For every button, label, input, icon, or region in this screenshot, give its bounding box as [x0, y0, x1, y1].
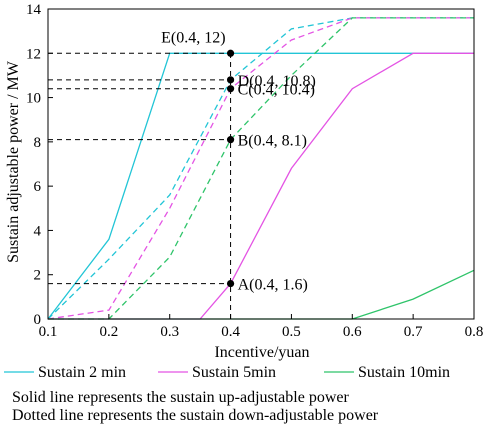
x-tick-label: 0.5	[282, 324, 301, 340]
x-tick-label: 0.3	[160, 324, 179, 340]
legend: Sustain 2 min Sustain 5min Sustain 10min	[4, 364, 450, 381]
plot-area: E(0.4, 12) D(0.4, 10.8)C(0.4, 10.4) B(0.4,…	[47, 17, 475, 320]
x-tick-label: 0.7	[404, 324, 423, 340]
marker-point-1	[226, 76, 235, 84]
x-tick-label: 0.4	[221, 324, 240, 340]
x-axis-title: Incentive/yuan	[214, 344, 309, 361]
axes: Incentive/yuan Sustain adjustable power …	[5, 2, 483, 361]
series-line-1-dashed	[47, 17, 474, 320]
marker-point-3	[226, 136, 235, 144]
series-line-0-solid	[47, 52, 474, 320]
marker-label-1: D(0.4, 10.8)	[238, 73, 316, 90]
y-tick-label: 4	[34, 223, 42, 239]
marker-point-2	[226, 85, 235, 93]
y-tick-label: 6	[34, 179, 42, 195]
y-tick-label: 14	[26, 2, 42, 18]
x-tick-label: 0.2	[99, 324, 118, 340]
y-tick-label: 2	[34, 268, 42, 284]
legend-label-2: Sustain 10min	[358, 364, 450, 381]
note-dotted-line: Dotted line represents the sustain down-…	[12, 407, 379, 424]
marker-label-3: B(0.4, 8.1)	[238, 133, 307, 150]
marker-point-4	[226, 279, 235, 288]
y-tick-label: 0	[34, 312, 42, 328]
x-tick-label: 0.8	[465, 324, 484, 340]
series-line-3-dashed	[47, 17, 474, 320]
legend-label-1: Sustain 5min	[192, 364, 276, 381]
note-solid-line: Solid line represents the sustain up-adj…	[12, 389, 349, 406]
marker-label-4: A(0.4, 1.6)	[238, 277, 308, 294]
x-tick-label: 0.6	[343, 324, 362, 340]
plot-frame	[47, 8, 475, 320]
y-tick-label: 10	[26, 91, 41, 107]
y-axis-title: Sustain adjustable power / MW	[5, 60, 22, 263]
series-line-5-dashed	[48, 17, 474, 320]
x-tick-label: 0.1	[39, 324, 58, 340]
y-tick-label: 12	[26, 46, 41, 62]
marker-label-0: E(0.4, 12)	[161, 29, 225, 46]
marker-point-0	[226, 49, 235, 57]
marker-label-2: C(0.4, 10.4)	[238, 82, 315, 99]
notes: Solid line represents the sustain up-adj…	[12, 389, 379, 424]
y-tick-label: 8	[34, 135, 42, 151]
legend-label-0: Sustain 2 min	[38, 364, 126, 381]
